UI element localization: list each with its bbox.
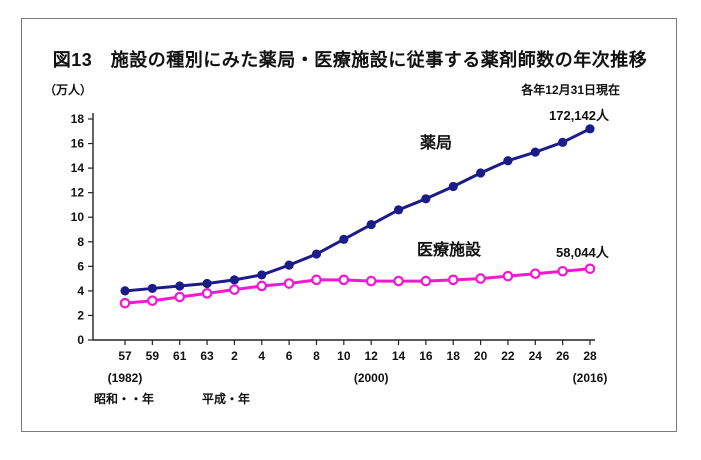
x-tick-label: 18 (447, 349, 461, 363)
data-point (284, 260, 294, 270)
x-tick-label: 63 (200, 349, 214, 363)
data-point (366, 219, 376, 230)
data-point (530, 147, 540, 157)
data-point (585, 124, 595, 134)
x-tick-label: 14 (392, 349, 406, 363)
data-point (393, 205, 404, 215)
data-point (311, 274, 322, 286)
x-tick-label: 22 (501, 349, 515, 363)
series-line-0 (124, 127, 591, 293)
x-tick-label: 57 (118, 349, 132, 363)
data-point (339, 234, 349, 244)
data-point (529, 268, 541, 279)
x-tick-label: 10 (337, 349, 351, 363)
series-label-medical-facility: 医療施設 (417, 242, 482, 259)
figure-frame (21, 18, 677, 432)
x-tick-label: 8 (313, 349, 320, 363)
data-point (557, 265, 568, 277)
data-point (447, 274, 459, 286)
data-point (503, 156, 513, 166)
data-point (584, 263, 596, 275)
data-point (420, 275, 432, 287)
era-label-showa: 昭和・・年 (94, 392, 155, 406)
data-point (201, 288, 213, 299)
data-point (421, 194, 431, 204)
annotation-pharmacy-final-value: 172,142人 (549, 108, 609, 123)
data-point (475, 273, 486, 284)
data-point (448, 181, 458, 192)
data-point (257, 270, 267, 280)
data-point (229, 275, 240, 285)
y-tick-label: 0 (77, 333, 84, 347)
annotation-medical-final-value: 58,044人 (556, 245, 609, 260)
x-tick-label: 6 (286, 349, 293, 363)
date-note: 各年12月31日現在 (521, 83, 620, 97)
x-tick-label: 61 (173, 349, 187, 363)
data-point (229, 284, 240, 295)
x-sub-label: (1982) (108, 371, 143, 385)
data-point (502, 270, 514, 282)
data-point (256, 280, 268, 292)
data-point (393, 275, 404, 287)
x-tick-label: 12 (364, 349, 378, 363)
y-tick-label: 6 (77, 259, 84, 273)
y-tick-label: 16 (71, 137, 85, 151)
y-axis-unit-label: （万人） (44, 83, 93, 97)
x-tick-label: 28 (583, 349, 597, 363)
y-tick-label: 12 (71, 186, 85, 200)
y-tick-label: 10 (71, 210, 85, 224)
x-tick-label: 20 (474, 349, 488, 363)
data-point (365, 275, 377, 287)
x-sub-label: (2000) (354, 371, 389, 385)
y-tick-label: 2 (77, 308, 84, 322)
y-tick-label: 4 (77, 284, 84, 298)
figure-title: 図13 施設の種別にみた薬局・医療施設に従事する薬剤師数の年次推移 (52, 50, 648, 70)
series-label-pharmacy: 薬局 (420, 135, 453, 152)
data-point (475, 168, 486, 178)
data-point (147, 295, 158, 307)
x-tick-label: 59 (146, 349, 160, 363)
x-tick-label: 2 (231, 349, 238, 363)
data-point (311, 249, 322, 259)
era-label-heisei: 平成・年 (202, 392, 251, 406)
x-tick-label: 26 (556, 349, 570, 363)
x-tick-label: 24 (529, 349, 543, 363)
data-point (119, 297, 131, 309)
x-sub-label: (2016) (573, 371, 608, 385)
y-tick-label: 8 (77, 235, 84, 249)
data-point (174, 291, 186, 303)
y-tick-label: 18 (71, 112, 85, 126)
data-point (175, 281, 185, 291)
data-point (202, 278, 212, 289)
y-tick-label: 14 (71, 161, 85, 175)
data-point (147, 283, 157, 294)
data-point (558, 137, 568, 147)
data-point (283, 278, 295, 289)
data-point (338, 274, 350, 286)
data-point (120, 286, 130, 296)
x-tick-label: 16 (419, 349, 433, 363)
x-tick-label: 4 (258, 349, 265, 363)
